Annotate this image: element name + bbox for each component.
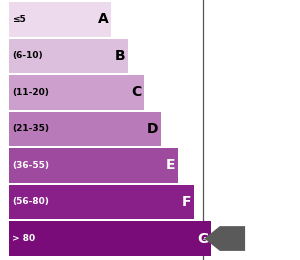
Text: (11-20): (11-20) [12,88,49,97]
Bar [9,75,144,109]
Bar [9,221,211,256]
Text: A: A [98,12,108,26]
Text: F: F [182,195,192,209]
Text: B: B [114,49,125,63]
Bar [9,112,161,146]
Text: (56-80): (56-80) [12,198,49,206]
Text: (21-35): (21-35) [12,125,49,133]
Text: E: E [166,158,175,172]
Bar [9,2,111,36]
Text: (36-55): (36-55) [12,161,49,170]
Polygon shape [204,226,245,251]
Text: G: G [197,231,208,245]
Bar [9,39,128,73]
Bar [9,148,178,183]
Bar [9,185,194,219]
Text: (6-10): (6-10) [12,51,43,60]
Text: > 80: > 80 [12,234,35,243]
Text: ≤5: ≤5 [12,15,26,24]
Text: D: D [147,122,158,136]
Text: C: C [131,85,142,99]
